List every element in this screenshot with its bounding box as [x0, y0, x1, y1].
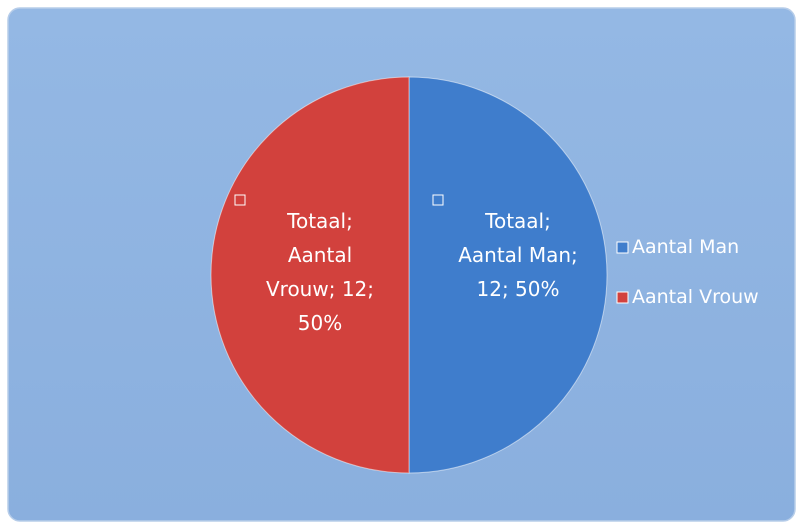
pie-slice [408, 76, 608, 474]
legend-label: Aantal Vrouw [632, 286, 759, 308]
pie-slice [210, 76, 410, 474]
data-label-key [432, 194, 444, 206]
data-label-key [234, 194, 246, 206]
data-label: Totaal; Aantal Vrouw; 12; 50% [265, 209, 375, 335]
legend-label: Aantal Man [632, 236, 740, 258]
legend-key [616, 291, 629, 304]
legend-key [616, 241, 629, 254]
data-label: Totaal; Aantal Man; 12; 50% [458, 209, 578, 301]
